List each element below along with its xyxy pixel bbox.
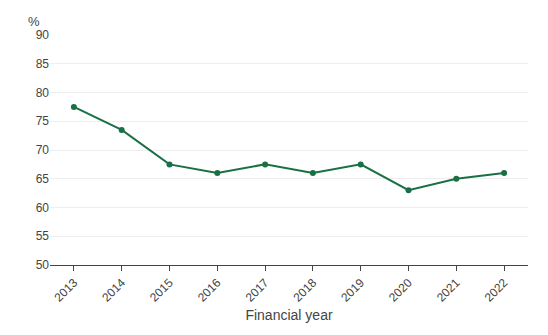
svg-text:80: 80 — [36, 86, 50, 100]
svg-text:2022: 2022 — [482, 276, 511, 305]
svg-text:Financial year: Financial year — [245, 307, 332, 323]
svg-text:60: 60 — [36, 201, 50, 215]
svg-text:55: 55 — [36, 229, 50, 243]
svg-text:2018: 2018 — [290, 276, 319, 305]
svg-text:2016: 2016 — [195, 276, 224, 305]
svg-text:2020: 2020 — [386, 276, 415, 305]
svg-text:2014: 2014 — [99, 276, 128, 305]
svg-text:85: 85 — [36, 57, 50, 71]
svg-text:2013: 2013 — [51, 276, 80, 305]
svg-text:2019: 2019 — [338, 276, 367, 305]
svg-text:%: % — [28, 14, 40, 29]
svg-text:50: 50 — [36, 258, 50, 272]
svg-text:70: 70 — [36, 143, 50, 157]
svg-text:90: 90 — [36, 28, 50, 42]
svg-text:2017: 2017 — [243, 276, 272, 305]
svg-text:2015: 2015 — [147, 276, 176, 305]
svg-text:65: 65 — [36, 172, 50, 186]
svg-text:75: 75 — [36, 114, 50, 128]
svg-text:2021: 2021 — [434, 276, 463, 305]
